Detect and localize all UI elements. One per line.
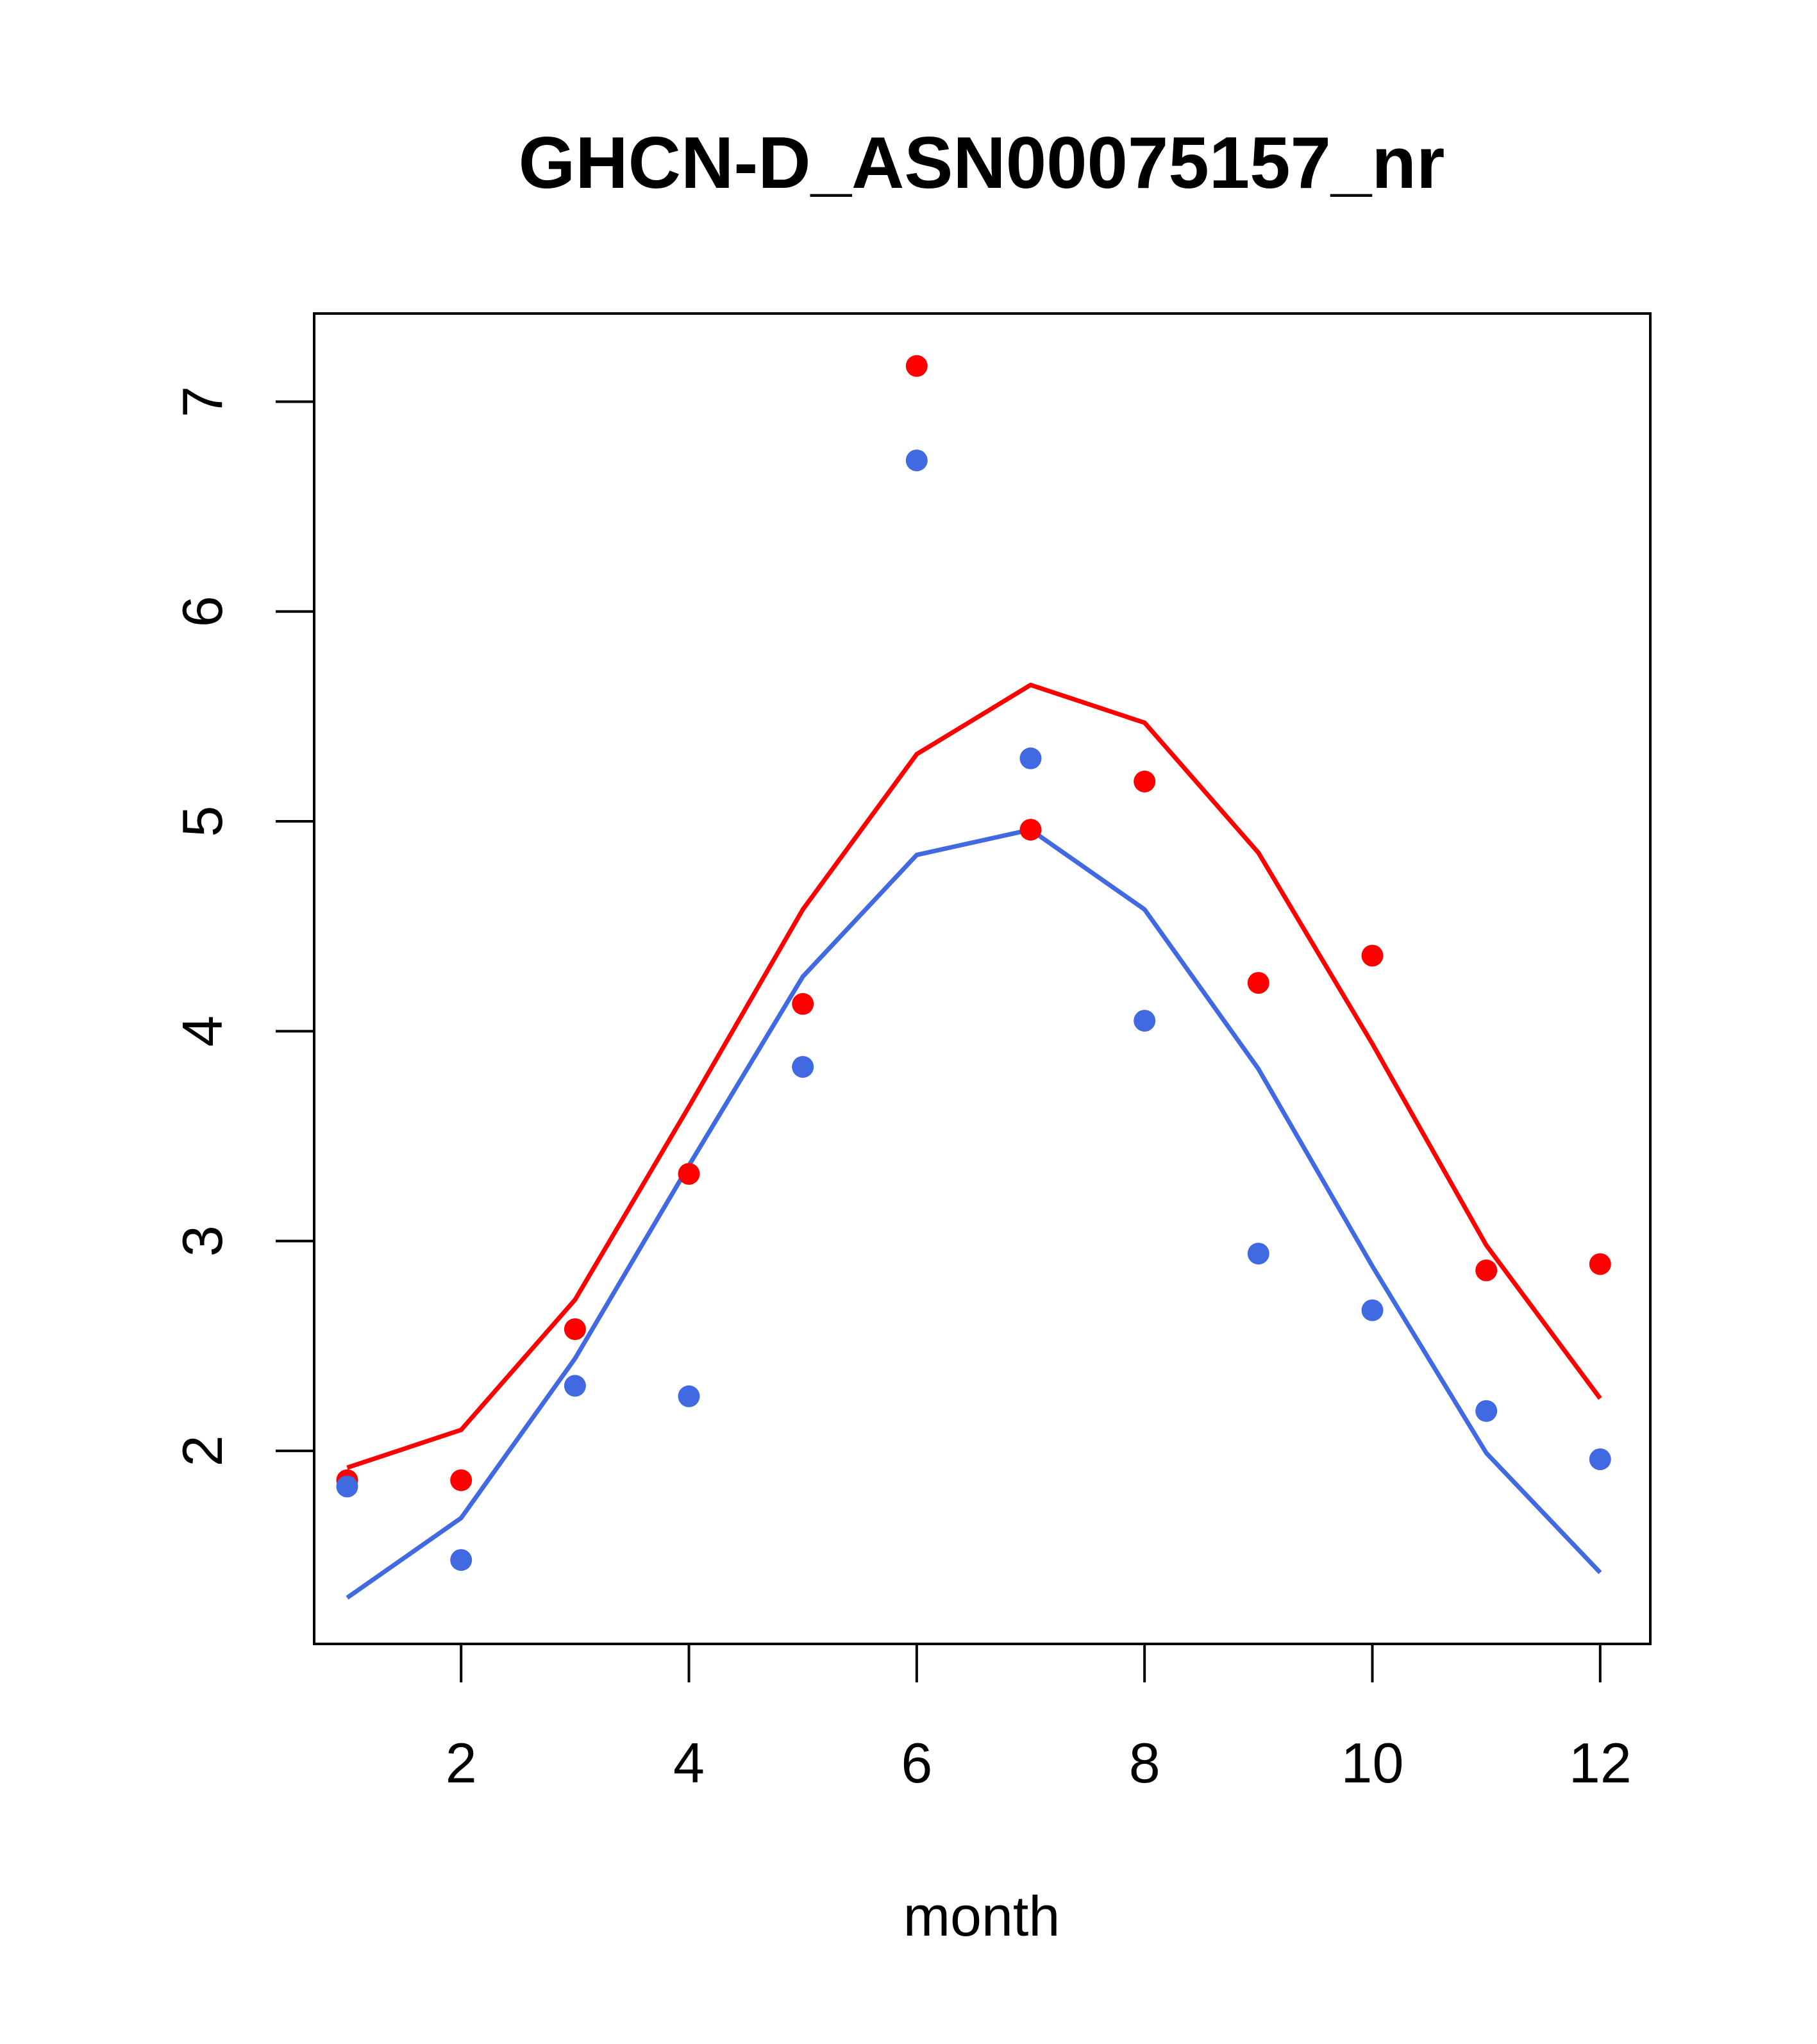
x-tick-label: 12 — [1569, 1731, 1632, 1795]
data-point-series-0 — [1361, 944, 1384, 967]
data-point-series-0 — [678, 1162, 700, 1185]
data-point-series-1 — [792, 1056, 814, 1078]
data-point-series-1 — [450, 1549, 473, 1571]
x-tick-label: 2 — [446, 1731, 477, 1795]
y-tick-label: 6 — [171, 596, 234, 627]
series-line-3 — [346, 827, 1602, 1600]
data-point-series-1 — [1475, 1400, 1498, 1422]
x-axis: 2 4 6 8 10 12 — [446, 1643, 1632, 1795]
data-point-series-1 — [1589, 1448, 1611, 1470]
data-point-series-1 — [678, 1385, 700, 1407]
data-point-series-1 — [564, 1375, 586, 1397]
series-points — [336, 355, 1611, 1571]
data-point-series-0 — [450, 1469, 473, 1491]
y-tick-label: 7 — [171, 386, 234, 417]
x-tick-label: 6 — [901, 1731, 932, 1795]
data-point-series-1 — [1019, 747, 1042, 769]
chart-title: GHCN-D_ASN00075157_nr — [519, 122, 1445, 204]
data-point-series-0 — [1589, 1253, 1611, 1275]
y-tick-label: 5 — [171, 806, 234, 837]
data-point-series-0 — [905, 355, 928, 377]
data-point-series-0 — [1247, 972, 1269, 994]
data-point-series-0 — [1134, 770, 1156, 792]
data-point-series-1 — [1361, 1299, 1384, 1321]
data-point-series-0 — [564, 1318, 586, 1341]
data-point-series-1 — [1134, 1010, 1156, 1032]
series-line-2 — [346, 682, 1602, 1470]
x-tick-label: 8 — [1129, 1731, 1160, 1795]
data-point-series-1 — [336, 1475, 358, 1498]
data-point-series-0 — [1475, 1259, 1498, 1282]
y-tick-label: 3 — [171, 1225, 234, 1257]
x-tick-label: 10 — [1341, 1731, 1404, 1795]
data-point-series-1 — [905, 449, 928, 472]
y-axis: 2 3 4 5 6 7 — [171, 386, 315, 1466]
data-point-series-0 — [792, 993, 814, 1015]
y-tick-label: 4 — [171, 1016, 234, 1047]
x-tick-label: 4 — [673, 1731, 705, 1795]
data-point-series-1 — [1247, 1243, 1269, 1265]
y-tick-label: 2 — [171, 1435, 234, 1466]
data-point-series-0 — [1019, 819, 1042, 841]
x-axis-title: month — [903, 1884, 1060, 1948]
series-lines — [346, 682, 1602, 1600]
